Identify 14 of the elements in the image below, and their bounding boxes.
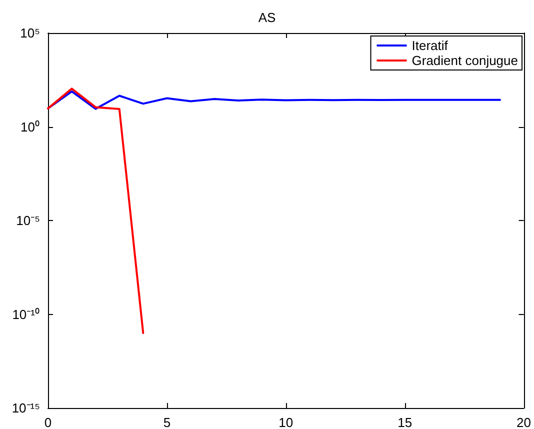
legend-label: Iteratif — [412, 38, 448, 53]
y-tick-label: 10⁰ — [20, 119, 40, 134]
y-tick-label: 10⁵ — [20, 26, 40, 40]
x-tick-label: 20 — [516, 415, 532, 429]
y-tick-label: 10⁻¹⁰ — [12, 306, 40, 322]
x-tick-label: 10 — [278, 415, 294, 429]
x-tick-label: 5 — [163, 415, 171, 429]
y-tick-label: 10⁻⁵ — [16, 213, 40, 228]
x-tick-label: 15 — [398, 415, 412, 429]
legend-label: Gradient conjugue — [412, 53, 518, 68]
x-tick-label: 0 — [44, 415, 52, 429]
line-series — [47, 88, 144, 334]
chart-title: AS — [258, 10, 276, 25]
y-tick-label: 10⁻¹⁵ — [12, 400, 40, 416]
